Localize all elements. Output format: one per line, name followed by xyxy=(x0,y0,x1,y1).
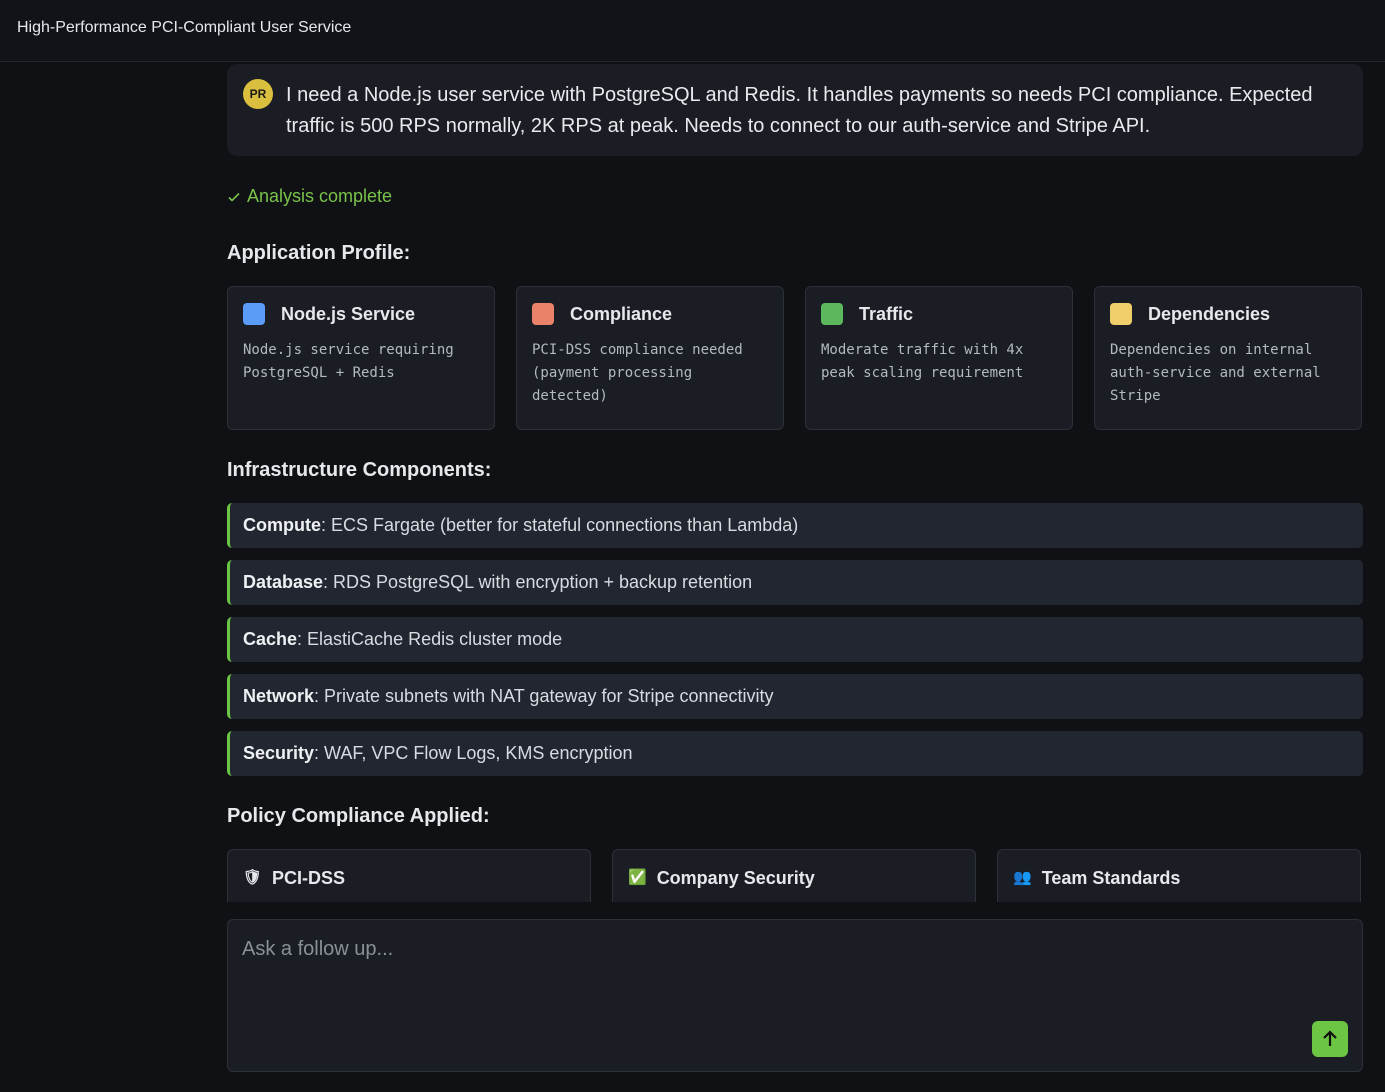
policy-card-team-standards: 👥 Team Standards xyxy=(997,849,1361,902)
avatar: PR xyxy=(243,79,273,109)
card-desc: Dependencies on internal auth-service an… xyxy=(1110,342,1321,404)
item-label: Network xyxy=(243,686,315,706)
item-label: Security xyxy=(243,743,315,763)
item-value: : Private subnets with NAT gateway for S… xyxy=(314,686,774,706)
message-text: I need a Node.js user service with Postg… xyxy=(286,84,1313,137)
square-icon xyxy=(1110,303,1132,325)
square-icon xyxy=(532,303,554,325)
square-icon xyxy=(821,303,843,325)
item-label: Cache xyxy=(243,629,298,649)
card-title: Traffic xyxy=(859,303,914,324)
check-icon xyxy=(228,192,240,202)
policy-label: Company Security xyxy=(656,868,815,888)
card-title: Dependencies xyxy=(1148,303,1271,324)
card-title: Compliance xyxy=(570,303,673,324)
follow-up-input[interactable] xyxy=(242,938,1292,1038)
application-profile-heading: Application Profile: xyxy=(227,242,411,264)
chat-content: PR I need a Node.js user service with Po… xyxy=(227,64,1363,902)
item-value: : RDS PostgreSQL with encryption + backu… xyxy=(323,572,753,592)
card-desc: Node.js service requiring PostgreSQL + R… xyxy=(243,342,454,381)
header: High-Performance PCI-Compliant User Serv… xyxy=(0,0,1385,62)
list-item: Cache: ElastiCache Redis cluster mode xyxy=(227,617,1363,662)
user-message: PR I need a Node.js user service with Po… xyxy=(227,64,1363,156)
item-label: Compute xyxy=(243,515,321,535)
infrastructure-list: Compute: ECS Fargate (better for statefu… xyxy=(227,503,1363,788)
square-icon xyxy=(243,303,265,325)
analysis-status: Analysis complete xyxy=(227,186,392,207)
item-label: Database xyxy=(243,572,324,592)
policy-card-pci-dss: 🛡 PCI-DSS xyxy=(227,849,591,902)
item-value: : ElastiCache Redis cluster mode xyxy=(297,629,563,649)
profile-card-nodejs: Node.js Service Node.js service requiring… xyxy=(227,286,495,430)
check-box-icon: ✅ xyxy=(628,869,647,886)
shield-icon: 🛡 xyxy=(243,869,263,886)
page-title: High-Performance PCI-Compliant User Serv… xyxy=(17,19,352,36)
profile-card-traffic: Traffic Moderate traffic with 4x peak sca… xyxy=(805,286,1073,430)
policy-heading: Policy Compliance Applied: xyxy=(227,805,490,827)
item-value: : ECS Fargate (better for stateful conne… xyxy=(321,515,799,535)
profile-cards: Node.js Service Node.js service requiring… xyxy=(227,286,1362,430)
list-item: Database: RDS PostgreSQL with encryption… xyxy=(227,560,1363,605)
profile-card-dependencies: Dependencies Dependencies on internal aut… xyxy=(1094,286,1362,430)
list-item: Security: WAF, VPC Flow Logs, KMS encryp… xyxy=(227,731,1363,776)
arrow-up-icon xyxy=(1323,1030,1337,1046)
profile-card-compliance: Compliance PCI-DSS compliance needed (pay… xyxy=(516,286,784,430)
policy-label: PCI-DSS xyxy=(272,868,346,888)
infrastructure-heading: Infrastructure Components: xyxy=(227,459,492,481)
send-button[interactable] xyxy=(1312,1021,1348,1057)
card-title: Node.js Service xyxy=(281,303,416,324)
status-text: Analysis complete xyxy=(247,186,393,206)
policy-label: Team Standards xyxy=(1041,868,1181,888)
item-value: : WAF, VPC Flow Logs, KMS encryption xyxy=(314,743,633,763)
list-item: Compute: ECS Fargate (better for statefu… xyxy=(227,503,1363,548)
policy-cards: 🛡 PCI-DSS ✅ Company Security 👥 Team Standar… xyxy=(227,849,1361,902)
people-icon: 👥 xyxy=(1013,869,1032,886)
policy-card-company-security: ✅ Company Security xyxy=(612,849,976,902)
card-desc: PCI-DSS compliance needed (payment proce… xyxy=(532,342,743,404)
card-desc: Moderate traffic with 4x peak scaling re… xyxy=(821,342,1024,381)
follow-up-box xyxy=(227,919,1363,1072)
list-item: Network: Private subnets with NAT gatewa… xyxy=(227,674,1363,719)
